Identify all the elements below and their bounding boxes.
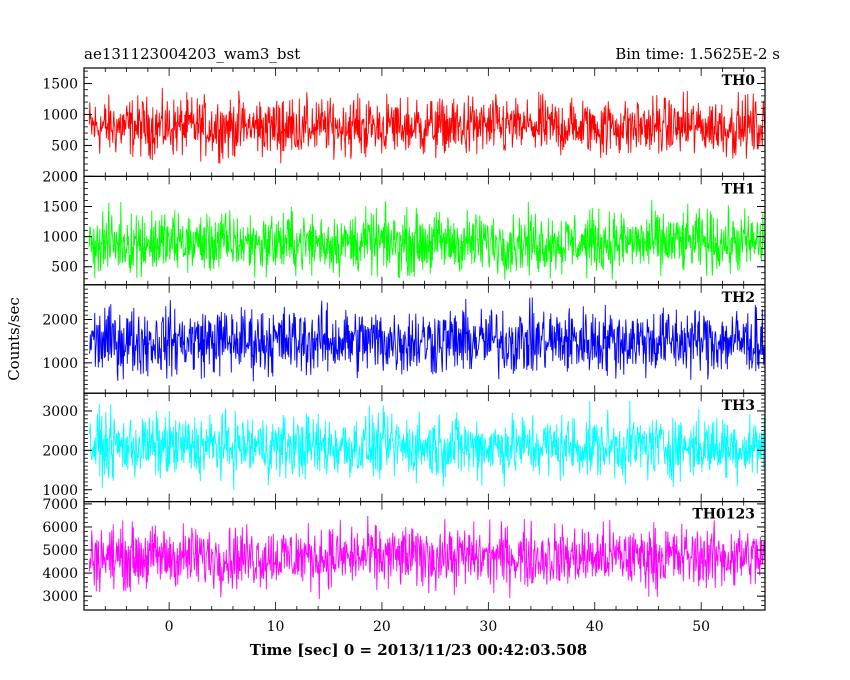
y-tick-label: 500 — [51, 138, 78, 154]
y-tick-label: 1000 — [42, 107, 78, 123]
y-axis-label: Counts/sec — [5, 297, 23, 381]
y-tick-label: 3000 — [42, 589, 78, 605]
series-th2 — [88, 297, 766, 382]
y-tick-label: 0 — [69, 169, 78, 185]
y-tick-label: 6000 — [42, 520, 78, 536]
y-tick-label: 4000 — [42, 566, 78, 582]
x-tick-label: 30 — [479, 619, 497, 635]
y-tick-label: 1000 — [42, 483, 78, 499]
series-th3 — [88, 400, 766, 491]
y-tick-label: 2000 — [42, 169, 78, 185]
y-tick-label: 1500 — [42, 200, 78, 216]
panel-label-th0123: TH0123 — [692, 507, 755, 523]
x-tick-label: 20 — [373, 619, 391, 635]
x-tick-label: 40 — [586, 619, 604, 635]
y-tick-label: 5000 — [42, 543, 78, 559]
panel-th2: 1000 2000 TH2 — [42, 284, 766, 394]
y-tick-label: 500 — [51, 260, 78, 276]
y-tick-label: 1000 — [42, 230, 78, 246]
y-tick-label: 3000 — [42, 404, 78, 420]
y-tick-label: 2000 — [42, 312, 78, 328]
panel-th0123: 3000 4000 5000 6000 7000 TH0123 — [42, 497, 766, 611]
panel-th1: 500 1000 1500 2000 TH1 — [42, 169, 766, 286]
y-tick-label: 1500 — [42, 76, 78, 92]
series-th1 — [88, 199, 766, 280]
panel-label-th0: TH0 — [722, 73, 756, 89]
y-tick-label: 7000 — [42, 497, 78, 513]
y-tick-label: 1000 — [42, 356, 78, 372]
x-tick-label: 10 — [267, 619, 285, 635]
panel-label-th1: TH1 — [722, 181, 755, 197]
series-th0 — [88, 87, 766, 164]
panel-label-th2: TH2 — [722, 290, 755, 306]
y-tick-label: 2000 — [42, 443, 78, 459]
x-tick-label: 0 — [165, 619, 174, 635]
panel-th0: 0 500 1000 1500 TH0 — [42, 67, 766, 185]
x-tick-label: 50 — [692, 619, 710, 635]
x-axis-label: Time [sec] 0 = 2013/11/23 00:42:03.508 — [250, 641, 587, 659]
panel-th3: 1000 2000 3000 TH3 — [42, 392, 766, 503]
series-th0123 — [88, 515, 766, 600]
panel-label-th3: TH3 — [722, 398, 755, 414]
chart-title: ae131123004203_wam3_bst — [84, 45, 301, 63]
bin-time-label: Bin time: 1.5625E-2 s — [615, 45, 780, 63]
